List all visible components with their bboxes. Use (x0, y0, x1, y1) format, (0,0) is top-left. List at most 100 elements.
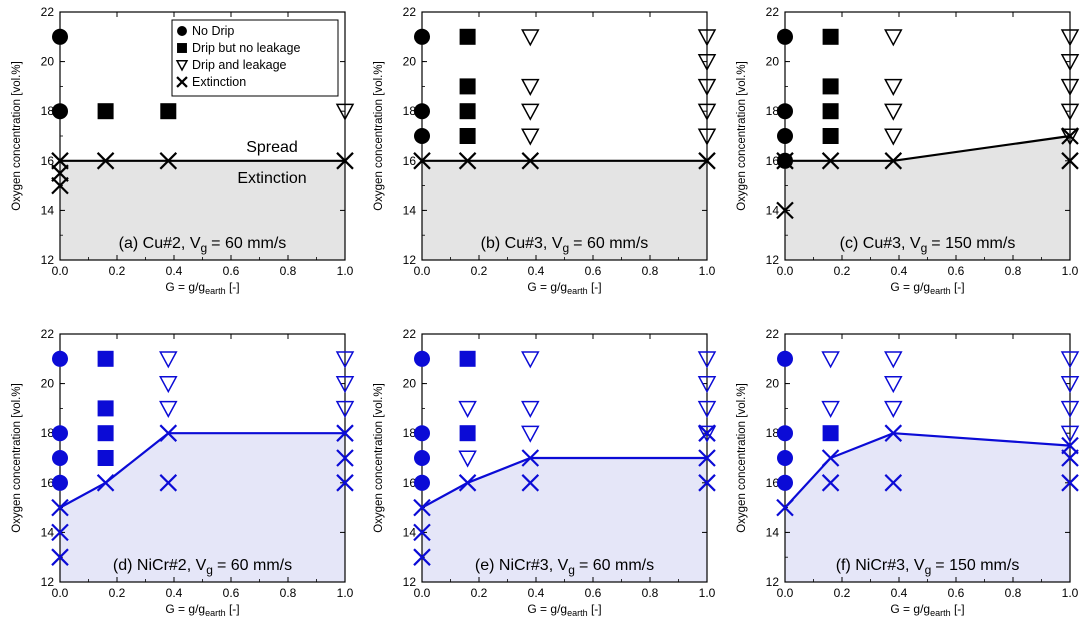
y-axis-label: Oxygen concentration [vol.%] (373, 383, 385, 533)
legend: No Drip Drip but no leakage Drip and leaka… (171, 19, 339, 97)
marker-extinction-stroke (96, 474, 115, 492)
marker-drip-and-leakage (821, 400, 840, 418)
x-tick-label: 0.2 (471, 586, 488, 600)
panel-title-main: (d) NiCr#2, V (113, 557, 207, 574)
marker-drip-and-leakage (521, 425, 540, 443)
y-tick-label: 20 (403, 377, 417, 391)
x-axis-label-sub: earth (205, 608, 226, 618)
y-tick-label: 14 (41, 525, 55, 539)
x-tick-label: 0.2 (834, 586, 851, 600)
panel-d: 0.0 0.2 0.4 0.6 0.8 1.0 12 14 16 18 20 22 Oxygen con… (11, 327, 355, 618)
x-tick-label: 0.8 (1005, 264, 1022, 278)
y-tick-label: 16 (41, 154, 55, 168)
y-tick-label: 12 (766, 253, 780, 267)
marker-no-drip (414, 350, 430, 367)
panel-title-post: = 60 mm/s (573, 235, 648, 252)
legend-label: Drip but no leakage (192, 41, 300, 55)
boundary-line (421, 456, 707, 509)
marker-no-drip (177, 26, 187, 36)
y-tick-label: 14 (403, 203, 417, 217)
marker-extinction (821, 152, 840, 170)
marker-extinction-stroke (51, 523, 69, 542)
marker-extinction-stroke (458, 152, 477, 170)
panel-e: 0.0 0.2 0.4 0.6 0.8 1.0 12 14 16 18 20 22 Oxygen con… (373, 327, 717, 618)
marker-drip-and-leakage (1060, 54, 1080, 72)
marker-extinction-stroke (413, 523, 431, 542)
marker-extinction (776, 201, 794, 220)
panel-title-main: (b) Cu#3, V (481, 235, 563, 252)
x-tick-label: 0.0 (414, 264, 431, 278)
marker-drip-no-leakage (822, 128, 839, 144)
y-tick-label: 18 (766, 104, 780, 118)
marker-extinction (51, 498, 69, 517)
marker-drip-no-leakage (97, 350, 114, 367)
marker-extinction-stroke (884, 424, 903, 442)
x-axis-label-unit: [-] (226, 602, 240, 616)
extinction-label: Extinction (237, 170, 306, 187)
marker-no-drip (777, 103, 793, 120)
marker-drip-and-leakage (521, 78, 540, 96)
y-axis-label: Oxygen concentration [vol.%] (736, 61, 748, 211)
x-tick-label: 0.4 (528, 264, 545, 278)
marker-drip-and-leakage (1060, 351, 1080, 369)
panel-c: 0.0 0.2 0.4 0.6 0.8 1.0 12 14 16 18 20 22 Oxygen con… (736, 5, 1080, 296)
x-axis-label: G = g/gearth [-] (890, 280, 964, 296)
marker-extinction (336, 474, 354, 492)
marker-extinction (96, 152, 115, 170)
y-axis-label: Oxygen concentration [vol.%] (373, 61, 385, 211)
marker-drip-no-leakage (822, 78, 839, 95)
panel-title-post: = 60 mm/s (217, 557, 292, 574)
y-tick-label: 16 (766, 154, 780, 168)
marker-drip-and-leakage (1060, 128, 1080, 146)
panel-title-post: = 60 mm/s (579, 557, 654, 574)
marker-no-drip (777, 425, 793, 442)
marker-drip-and-leakage (159, 376, 178, 394)
marker-drip-no-leakage (459, 425, 476, 442)
x-axis-label-unit: [-] (226, 280, 240, 294)
y-tick-label: 12 (403, 253, 417, 267)
marker-extinction (1061, 152, 1079, 170)
x-axis-label-main: G = g/g (890, 602, 930, 616)
y-tick-label: 22 (766, 5, 780, 19)
x-axis-label-unit: [-] (951, 602, 965, 616)
marker-extinction-stroke (1061, 474, 1079, 492)
panel-title: (b) Cu#3, Vg = 60 mm/s (481, 235, 649, 255)
legend-label: Drip and leakage (192, 58, 287, 72)
x-axis-label: G = g/gearth [-] (165, 280, 239, 296)
marker-extinction (1061, 127, 1079, 145)
marker-drip-no-leakage (459, 350, 476, 367)
x-tick-label: 0.8 (642, 586, 659, 600)
y-axis-label: Oxygen concentration [vol.%] (11, 61, 23, 211)
x-axis-label-unit: [-] (588, 280, 602, 294)
marker-no-drip (414, 425, 430, 442)
marker-no-drip (414, 128, 430, 144)
x-tick-label: 0.0 (777, 264, 794, 278)
marker-extinction-stroke (51, 164, 69, 182)
marker-extinction (336, 152, 354, 170)
marker-extinction (458, 152, 477, 170)
y-tick-label: 22 (403, 5, 417, 19)
y-tick-label: 12 (766, 575, 780, 589)
marker-drip-no-leakage (459, 103, 476, 120)
marker-extinction-stroke (776, 201, 794, 220)
panel-title-sub: g (568, 563, 575, 577)
marker-extinction (884, 424, 903, 442)
x-axis-label-main: G = g/g (527, 602, 567, 616)
marker-drip-no-leakage (459, 78, 476, 95)
marker-extinction-stroke (336, 449, 354, 467)
marker-drip-and-leakage (697, 351, 717, 369)
x-tick-label: 0.2 (109, 264, 126, 278)
x-tick-label: 0.2 (109, 586, 126, 600)
marker-drip-and-leakage (335, 103, 355, 121)
marker-extinction-stroke (698, 449, 716, 467)
marker-drip-and-leakage (697, 103, 717, 121)
marker-extinction (159, 424, 178, 442)
marker-drip-and-leakage (821, 351, 840, 369)
marker-drip-and-leakage (884, 400, 903, 418)
y-tick-label: 20 (41, 55, 55, 69)
marker-extinction-stroke (413, 152, 431, 170)
marker-extinction (51, 523, 69, 542)
y-tick-label: 16 (403, 154, 417, 168)
marker-extinction-stroke (821, 449, 840, 467)
y-tick-label: 18 (766, 426, 780, 440)
